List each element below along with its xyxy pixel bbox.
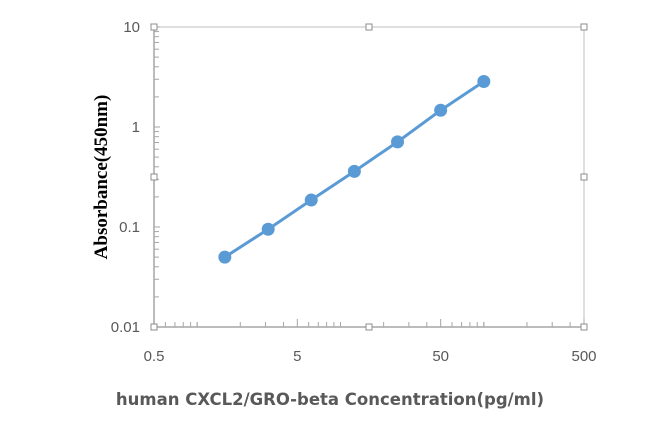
resize-handle[interactable] [365,323,373,331]
x-tick-label: 5 [293,348,301,365]
data-point [218,250,232,264]
resize-handle[interactable] [580,23,588,31]
y-tick-label: 10 [123,19,140,36]
y-axis-label: Absorbance(450nm) [91,95,112,260]
data-point [347,164,361,178]
resize-handle[interactable] [150,173,158,181]
resize-handle[interactable] [580,173,588,181]
x-tick-label: 0.5 [144,348,165,365]
data-point [391,135,405,149]
resize-handle[interactable] [580,323,588,331]
y-tick-labels: 0.01 0.1 1 10 [111,19,140,336]
y-tick-label: 1 [132,119,140,136]
x-tick-label: 50 [432,348,449,365]
data-point [261,222,275,236]
x-tick-labels: 0.5 5 50 500 [144,348,597,365]
x-tick-label: 500 [571,348,596,365]
data-point [434,103,448,117]
data-point [304,193,318,207]
resize-handle[interactable] [365,23,373,31]
resize-handle[interactable] [150,23,158,31]
resize-handle[interactable] [150,323,158,331]
selection-handles[interactable] [150,23,588,331]
x-axis-label: human CXCL2/GRO-beta Concentration(pg/ml… [116,390,544,409]
series [218,75,491,264]
y-tick-label: 0.1 [119,219,140,236]
minor-ticks [153,26,585,328]
plot-frame [153,26,585,328]
data-point [477,75,491,89]
y-tick-label: 0.01 [111,319,140,336]
